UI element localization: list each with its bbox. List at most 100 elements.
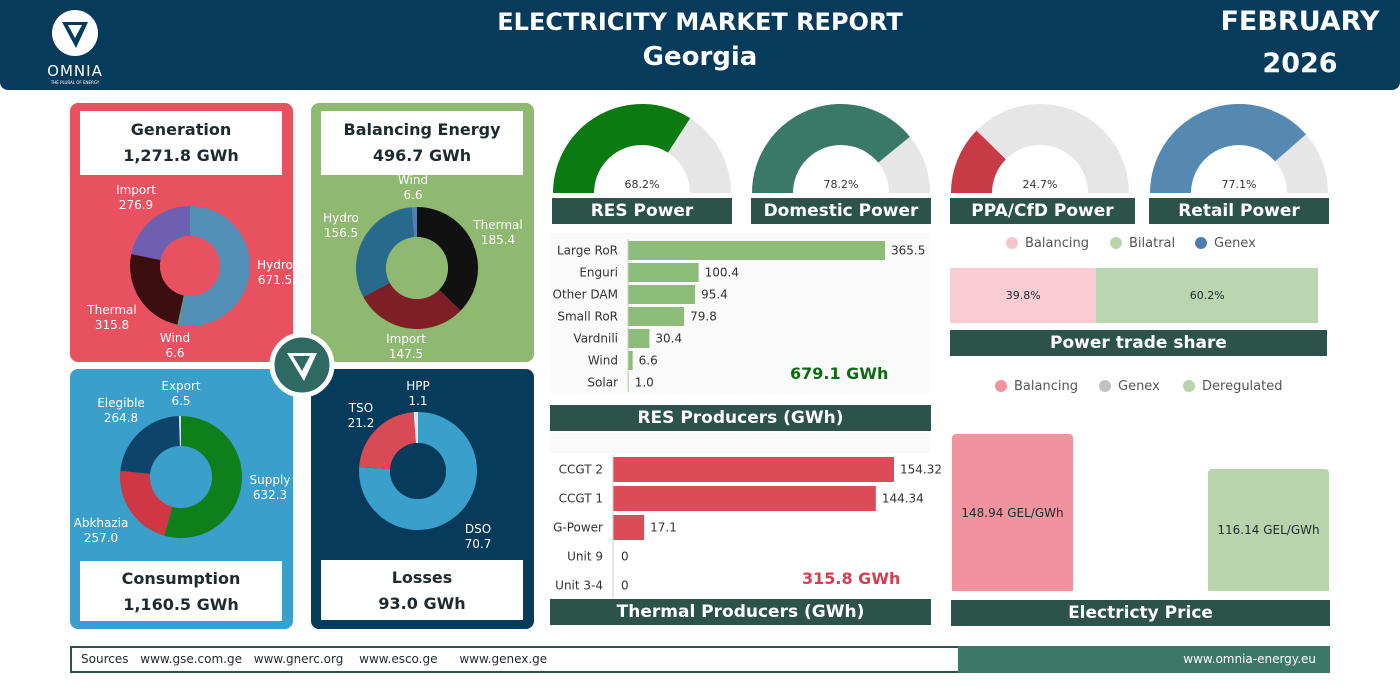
consumption-title: Consumption bbox=[121, 569, 241, 588]
legend-dot-icon bbox=[1099, 380, 1111, 392]
balancing-title: Balancing Energy bbox=[343, 120, 501, 139]
donut-hole bbox=[390, 443, 446, 499]
trade-share-bar: 39.8% 60.2% bbox=[950, 268, 1318, 323]
bal-wind-label: Wind 6.6 bbox=[397, 173, 429, 202]
footer-website[interactable]: www.omnia-energy.eu bbox=[958, 646, 1330, 673]
res-power-gauge bbox=[553, 104, 731, 193]
loss-hpp-label: HPP 1.1 bbox=[406, 379, 430, 408]
loss-tso-label: TSO 21.2 bbox=[347, 401, 375, 430]
balancing-donut-chart bbox=[356, 207, 478, 329]
bar-wind bbox=[628, 351, 633, 370]
bar-category-label: G-Power bbox=[553, 521, 603, 535]
generation-donut-chart bbox=[130, 206, 250, 326]
bar-vardnili bbox=[628, 329, 650, 348]
price-legend-balancing: Balancing bbox=[995, 379, 1078, 394]
donut-slice-thermal bbox=[417, 207, 478, 311]
logo-tagline: THE PLURAL OF ENERGY bbox=[50, 80, 100, 85]
trade-legend-balancing: Balancing bbox=[1006, 236, 1089, 251]
donut-slice-wind bbox=[177, 295, 185, 326]
bar-category-label: Unit 9 bbox=[567, 550, 603, 564]
thermal-total: 315.8 GWh bbox=[802, 569, 901, 588]
donut-slice-thermal bbox=[130, 253, 184, 325]
donut-slice-export bbox=[178, 416, 181, 447]
bal-thermal-label: Thermal 185.4 bbox=[473, 218, 523, 247]
bar-category-label: CCGT 2 bbox=[559, 463, 603, 477]
bar-small-ror bbox=[628, 307, 685, 326]
thermal-chart-top bbox=[550, 433, 930, 453]
source-link[interactable]: www.gse.com.ge bbox=[140, 652, 242, 666]
report-country: Georgia bbox=[642, 42, 758, 72]
donut-hole bbox=[386, 237, 448, 299]
res-power-pct: 68.2% bbox=[624, 178, 660, 191]
ppa-cfd-power-gauge bbox=[951, 104, 1129, 193]
losses-total: 93.0 GWh bbox=[378, 594, 466, 613]
legend-dot-icon bbox=[995, 380, 1007, 392]
thermal-producers-bar-chart: CCGT 2 154.32 CCGT 1 144.34 G-Power 17.1 Unit … bbox=[553, 455, 942, 598]
donut-slice-elegible bbox=[120, 416, 180, 474]
legend-dot-icon bbox=[1110, 237, 1122, 249]
report-title: ELECTRICITY MARKET REPORT bbox=[497, 8, 903, 36]
gen-thermal-label: Thermal 315.8 bbox=[87, 303, 137, 332]
bar-category-label: Wind bbox=[588, 354, 618, 368]
trade-legend-bilatral: Bilatral bbox=[1110, 236, 1175, 251]
bar-value-label: 95.4 bbox=[701, 288, 728, 302]
ppa-cfd-power-title: PPA/CfD Power bbox=[950, 198, 1135, 224]
bar-large-ror bbox=[628, 241, 885, 260]
bar-value-label: 79.8 bbox=[690, 310, 717, 324]
donut-slice-hydro bbox=[356, 207, 415, 297]
donut-slice-abkhazia bbox=[120, 470, 173, 536]
source-link[interactable]: www.esco.ge bbox=[359, 652, 438, 666]
con-abkhazia-label: Abkhazia 257.0 bbox=[73, 516, 129, 545]
gauge-fill bbox=[553, 104, 691, 193]
consumption-header: Consumption 1,160.5 GWh bbox=[80, 561, 282, 621]
domestic-power-title: Domestic Power bbox=[751, 198, 931, 224]
trade-share-balancing-segment: 39.8% bbox=[950, 268, 1097, 323]
bar-other-dam bbox=[628, 285, 696, 304]
balancing-header: Balancing Energy 496.7 GWh bbox=[321, 111, 523, 175]
domestic-power-pct: 78.2% bbox=[823, 178, 859, 191]
price-legend-genex: Genex bbox=[1099, 379, 1160, 394]
trade-legend-genex: Genex bbox=[1195, 236, 1256, 251]
loss-dso-label: DSO 70.7 bbox=[464, 522, 492, 551]
electricity-price-title: Electricty Price bbox=[951, 600, 1330, 626]
donut-slice-tso bbox=[359, 412, 416, 470]
gauge-fill bbox=[951, 130, 1006, 193]
bal-import-label: Import 147.5 bbox=[386, 332, 426, 361]
logo-text: OMNIA bbox=[47, 62, 103, 80]
losses-title: Losses bbox=[391, 568, 453, 587]
donut-slice-wind bbox=[411, 207, 417, 238]
bar-value-label: 1.0 bbox=[635, 376, 654, 390]
ppa-cfd-power-pct: 24.7% bbox=[1022, 178, 1058, 191]
bar-category-label: Large RoR bbox=[557, 244, 618, 258]
con-elegible-label: Elegible 264.8 bbox=[97, 396, 145, 425]
bar-value-label: 6.6 bbox=[639, 354, 658, 368]
gen-import-label: Import 276.9 bbox=[116, 183, 156, 212]
donut-slice-hpp bbox=[413, 412, 418, 444]
con-export-label: Export 6.5 bbox=[161, 379, 201, 408]
consumption-donut-chart bbox=[120, 416, 243, 538]
generation-header: Generation 1,271.8 GWh bbox=[80, 111, 282, 175]
bal-hydro-label: Hydro 156.5 bbox=[323, 211, 359, 240]
donut-hole bbox=[160, 236, 220, 296]
bar-g-power bbox=[613, 515, 645, 540]
retail-power-title: Retail Power bbox=[1149, 198, 1329, 224]
legend-dot-icon bbox=[1006, 237, 1018, 249]
bar-category-label: Vardnili bbox=[573, 332, 618, 346]
retail-power-gauge bbox=[1150, 104, 1328, 193]
footer-sources: Sources www.gse.com.ge www.gnerc.org www… bbox=[70, 646, 958, 673]
bar-value-label: 17.1 bbox=[650, 521, 677, 535]
source-link[interactable]: www.gnerc.org bbox=[253, 652, 344, 666]
source-link[interactable]: www.genex.ge bbox=[459, 652, 548, 666]
bar-value-label: 100.4 bbox=[705, 266, 739, 280]
bar-value-label: 144.34 bbox=[882, 492, 924, 506]
generation-total: 1,271.8 GWh bbox=[123, 146, 239, 165]
gen-hydro-label: Hydro 671.5 bbox=[257, 258, 293, 287]
bar-value-label: 154.32 bbox=[900, 463, 942, 477]
donut-slice-supply bbox=[164, 416, 243, 538]
report-year: 2026 bbox=[1262, 48, 1338, 79]
bar-category-label: Small RoR bbox=[557, 310, 618, 324]
price-bar-balancing: 148.94 GEL/GWh bbox=[952, 434, 1073, 591]
sources-label: Sources bbox=[81, 652, 129, 666]
generation-title: Generation bbox=[130, 120, 232, 139]
legend-dot-icon bbox=[1183, 380, 1195, 392]
